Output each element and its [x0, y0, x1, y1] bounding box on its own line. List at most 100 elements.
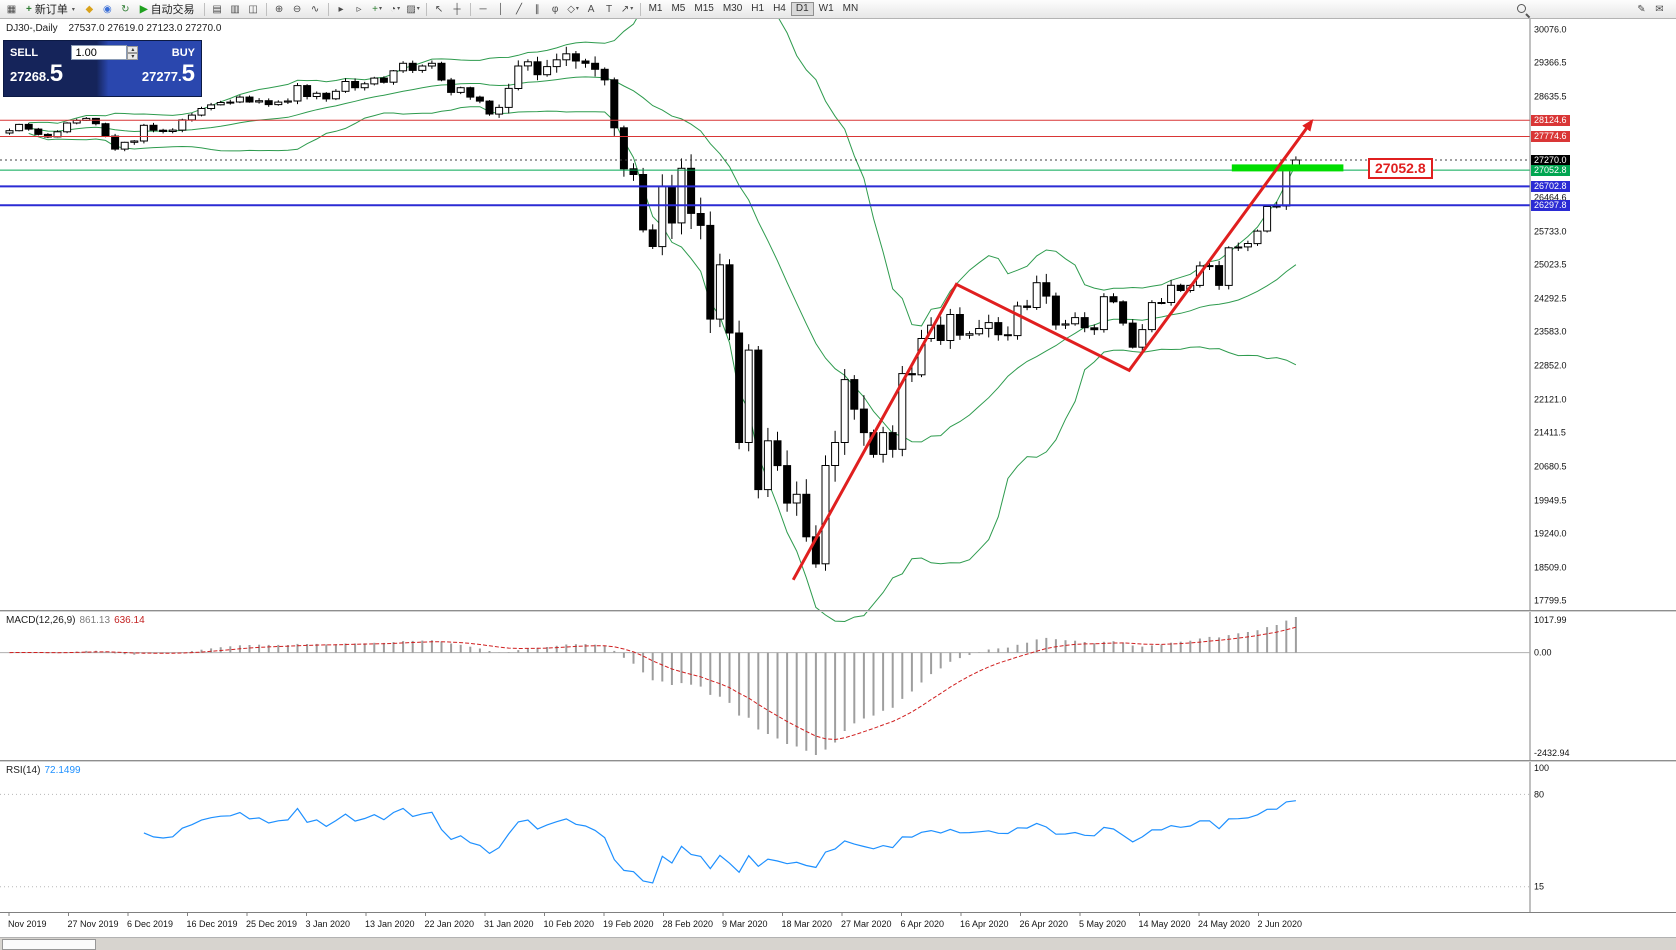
shapes-icon[interactable]: ◇ ▾ — [567, 3, 579, 15]
line-chart-icon[interactable]: ∿ — [310, 3, 320, 15]
autotrading-icon: ▶ — [139, 3, 148, 15]
new-order-icon: + — [26, 3, 32, 15]
timeframe-button-m30[interactable]: M30 — [722, 3, 743, 14]
indicators-icon[interactable]: + ▾ — [372, 3, 382, 15]
date-label: 27 Nov 2019 — [67, 919, 119, 929]
date-label: 16 Apr 2020 — [960, 919, 1009, 929]
chevron-down-icon: ▾ — [630, 5, 634, 12]
date-label: 16 Dec 2019 — [186, 919, 238, 929]
toolbar-separator — [639, 2, 641, 16]
price-annotation-box[interactable]: 27052.8 — [1368, 158, 1433, 180]
price-line-label: 26702.8 — [1531, 180, 1570, 192]
timeframe-button-h1[interactable]: H1 — [751, 3, 765, 14]
date-label: 5 May 2020 — [1079, 919, 1127, 929]
one-click-trading-panel: SELL ▴ ▾ BUY 27268.5 27277.5 — [3, 40, 202, 97]
sell-price[interactable]: 27268.5 — [10, 62, 63, 86]
toolbar-separator — [265, 2, 267, 16]
date-label: 14 May 2020 — [1138, 919, 1191, 929]
trendline-icon[interactable]: ╱ — [516, 3, 523, 15]
price-line-label: 26297.8 — [1531, 199, 1570, 211]
buy-price-big-digit: 5 — [181, 60, 195, 87]
bar-chart-icon[interactable]: ▥ — [230, 3, 240, 15]
text-icon[interactable]: A — [587, 3, 595, 15]
timeframe-button-m5[interactable]: M5 — [671, 3, 686, 14]
cursor-icon[interactable]: ↖ — [434, 3, 444, 15]
rsi-indicator-name: RSI(14) — [6, 765, 41, 776]
date-label: 10 Feb 2020 — [543, 919, 595, 929]
crosshair-icon[interactable]: ┼ — [453, 3, 461, 15]
chevron-down-icon: ▾ — [416, 5, 420, 12]
templates-icon[interactable]: ▨ ▾ — [406, 3, 420, 15]
macd-signal-value: 636.14 — [114, 615, 145, 626]
sell-price-big-digit: 5 — [49, 60, 64, 87]
new-order-button[interactable]: + 新订单 ▾ — [21, 2, 80, 17]
price-line-label: 27774.6 — [1531, 131, 1570, 142]
channel-icon[interactable]: ∥ — [534, 3, 540, 15]
toolbar: ▦ + 新订单 ▾ ◆ ◉ ↻ ▶ 自动交易 ▤ ▥ ◫ ⊕ ⊖ ∿ ▸ ▹ + ▾ ◔ ▾ ▨ ▾ ↖ ┼ ─ │ ╱ ∥ φ ◇ ▾ A T ↗… — [0, 0, 1676, 19]
date-label: 31 Jan 2020 — [484, 919, 534, 929]
price-line-label: 27052.8 — [1531, 164, 1570, 176]
chart-area[interactable] — [0, 19, 1676, 912]
chevron-down-icon: ▾ — [575, 5, 579, 12]
chart-window-icon[interactable]: ▦ — [6, 3, 17, 15]
refresh-icon[interactable]: ↻ — [121, 3, 130, 15]
timeframe-button-m15[interactable]: M15 — [694, 3, 714, 14]
chart-title: DJ30-,Daily 27537.0 27619.0 27123.0 2727… — [6, 23, 221, 34]
horizontal-scrollbar[interactable] — [0, 937, 1676, 950]
price-line-label: 28124.6 — [1531, 114, 1570, 126]
toolbar-separator — [203, 2, 205, 16]
scrollbar-thumb[interactable] — [2, 939, 96, 950]
timeframe-button-h4[interactable]: H4 — [773, 3, 786, 14]
date-label: 18 Mar 2020 — [781, 919, 833, 929]
date-label: 28 Feb 2020 — [662, 919, 714, 929]
volume-input[interactable] — [71, 45, 128, 60]
zoom-out-icon[interactable]: ⊖ — [292, 3, 302, 15]
price-line-label: 27270.0 — [1531, 154, 1570, 166]
zoom-in-icon[interactable]: ⊕ — [274, 3, 284, 15]
chevron-down-icon: ▾ — [71, 6, 75, 13]
community-icon[interactable]: ◉ — [102, 3, 112, 15]
chart-shift-icon[interactable]: ▹ — [356, 3, 362, 15]
pane-splitter-macd[interactable] — [0, 610, 1676, 612]
search-icon[interactable] — [1515, 2, 1531, 17]
timeframe-button-d1[interactable]: D1 — [790, 2, 814, 16]
buy-price[interactable]: 27277.5 — [142, 62, 195, 86]
sell-button[interactable]: SELL — [10, 46, 39, 59]
chevron-down-icon: ▾ — [397, 5, 401, 12]
volume-down-icon[interactable]: ▾ — [127, 52, 139, 60]
vertical-line-icon[interactable]: │ — [497, 3, 505, 15]
timeframe-button-w1[interactable]: W1 — [818, 3, 834, 14]
auto-scroll-icon[interactable]: ▸ — [338, 3, 344, 15]
tile-windows-icon[interactable]: ▤ — [212, 3, 222, 15]
date-label: 24 May 2020 — [1198, 919, 1251, 929]
arrows-icon[interactable]: ↗ ▾ — [620, 3, 634, 15]
macd-main-value: 861.13 — [79, 615, 111, 626]
volume-up-icon[interactable]: ▴ — [127, 45, 139, 53]
candlestick-chart-icon[interactable]: ◫ — [248, 3, 258, 15]
timeframe-button-m1[interactable]: M1 — [648, 3, 663, 14]
date-label: 6 Dec 2019 — [127, 919, 174, 929]
chart-symbol-period: DJ30-,Daily — [6, 23, 58, 34]
date-label: 19 Feb 2020 — [603, 919, 654, 929]
date-label: 13 Jan 2020 — [365, 919, 415, 929]
pane-splitter-rsi[interactable] — [0, 760, 1676, 762]
periods-icon[interactable]: ◔ ▾ — [390, 3, 401, 15]
rsi-label: RSI(14) 72.1499 — [6, 765, 81, 776]
date-label: 3 Jan 2020 — [305, 919, 351, 929]
fibonacci-icon[interactable]: φ — [551, 3, 559, 15]
buy-button[interactable]: BUY — [171, 46, 195, 59]
time-axis[interactable]: Nov 2019 27 Nov 2019 6 Dec 2019 16 Dec 2019… — [0, 912, 1676, 936]
label-icon[interactable]: T — [606, 3, 613, 15]
date-label: 6 Apr 2020 — [900, 919, 945, 929]
autotrading-button[interactable]: ▶ 自动交易 — [135, 2, 200, 17]
pencil-icon[interactable]: ✎ — [1637, 3, 1646, 15]
alerts-icon[interactable]: ◆ — [85, 3, 94, 15]
horizontal-line-icon[interactable]: ─ — [479, 3, 487, 15]
sell-price-main: 27268. — [10, 69, 50, 84]
timeframe-button-mn[interactable]: MN — [842, 3, 859, 14]
date-label: 22 Jan 2020 — [424, 919, 475, 929]
date-label: 26 Apr 2020 — [1019, 919, 1069, 929]
mail-icon[interactable]: ✉ — [1655, 3, 1664, 15]
trade-panel-price-row: 27268.5 27277.5 — [4, 62, 201, 86]
